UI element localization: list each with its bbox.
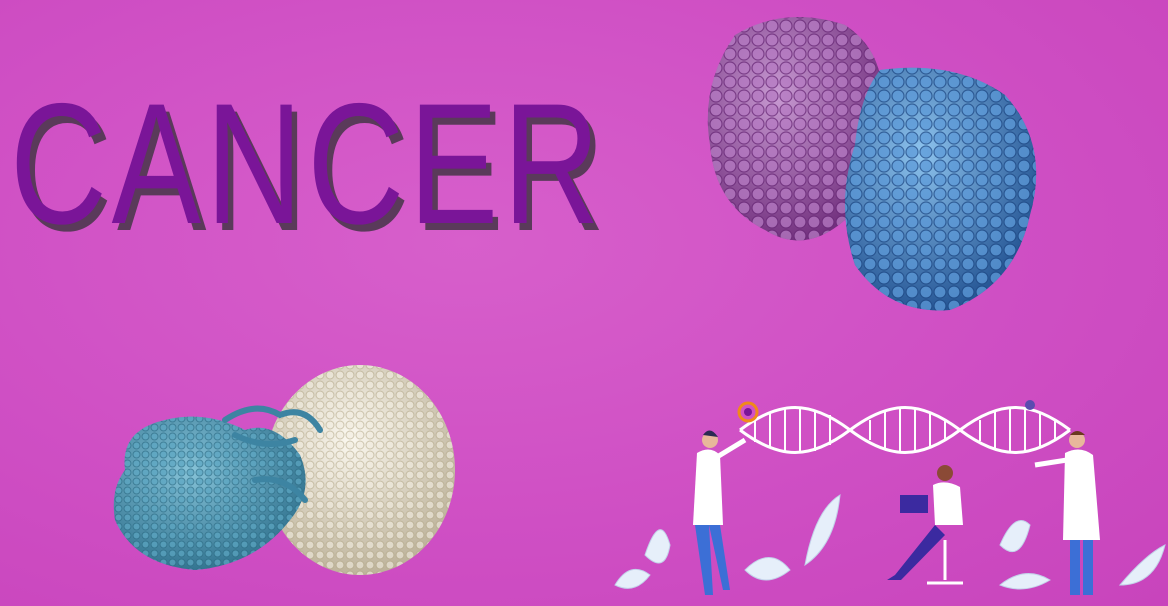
scientist-sitting-shape [887,465,963,585]
page-title: CANCER [10,68,605,260]
dna-research-illustration [614,400,1166,595]
leaves-shape [614,494,1166,590]
dna-helix-shape [739,406,1071,454]
protein-complex-illustration [707,17,1037,311]
tumor-cell-shape [113,416,306,570]
protein-a-shape [707,17,884,241]
tendrils-shape [222,405,323,503]
scientist-right-shape [1034,431,1100,595]
scientist-left-shape [693,430,747,595]
protein-b-shape [845,67,1037,311]
immune-cell-illustration [113,365,455,575]
